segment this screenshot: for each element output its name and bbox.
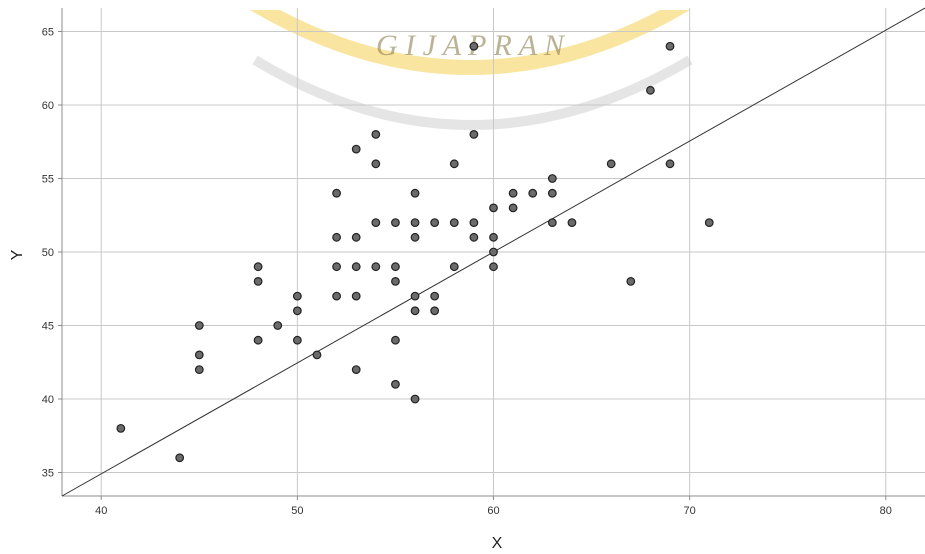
data-point [194, 365, 204, 374]
scatter-points [116, 41, 714, 463]
y-axis-title: Y [9, 249, 26, 260]
data-point [430, 291, 440, 301]
data-point [351, 144, 361, 154]
data-point [489, 247, 498, 257]
data-point [489, 232, 498, 242]
data-point [391, 276, 400, 286]
data-point [351, 365, 361, 374]
data-point [410, 291, 420, 301]
x-tick-label: 70 [684, 505, 696, 517]
data-point [351, 262, 361, 272]
y-tick-label: 65 [42, 27, 54, 39]
data-point [606, 159, 616, 169]
data-point [371, 218, 381, 228]
data-point [410, 306, 420, 316]
data-point [332, 262, 341, 272]
axes [58, 8, 925, 500]
x-tick-label: 80 [880, 505, 892, 517]
data-point [371, 159, 381, 169]
data-point [410, 218, 420, 228]
data-point [449, 262, 459, 272]
data-point [253, 262, 263, 272]
data-point [547, 174, 557, 183]
data-point [410, 394, 420, 404]
data-point [332, 232, 341, 242]
x-tick-label: 60 [487, 505, 499, 517]
data-point [665, 41, 675, 51]
data-point [273, 321, 283, 330]
data-point [547, 188, 557, 198]
tick-labels: 40 50 60 70 80 35 40 45 50 55 60 65 [42, 27, 892, 517]
data-point [391, 218, 400, 228]
data-point [332, 188, 341, 198]
data-point [292, 306, 302, 316]
data-point [410, 188, 420, 198]
data-point [253, 335, 263, 345]
y-tick-label: 35 [42, 467, 54, 479]
data-point [292, 291, 302, 301]
y-tick-label: 50 [42, 247, 54, 259]
data-point [351, 232, 361, 242]
data-point [469, 130, 479, 139]
data-point [469, 218, 479, 228]
data-point [175, 453, 185, 463]
data-point [469, 41, 479, 51]
data-point [194, 321, 204, 330]
y-tick-label: 55 [42, 174, 54, 186]
data-point [253, 276, 263, 286]
data-point [489, 262, 498, 272]
x-tick-label: 50 [291, 505, 303, 517]
data-point [292, 335, 302, 345]
data-point [528, 188, 538, 198]
data-point [508, 203, 518, 213]
data-point [704, 218, 714, 228]
data-point [391, 335, 400, 345]
data-point [351, 291, 361, 301]
data-point [547, 218, 557, 228]
data-point [391, 262, 400, 272]
data-point [449, 218, 459, 228]
watermark-logo: G I J A P R A N [250, 10, 693, 130]
x-tick-label: 40 [95, 505, 107, 517]
data-point [665, 159, 675, 169]
data-point [332, 291, 341, 301]
y-tick-label: 40 [42, 394, 54, 406]
data-point [469, 232, 479, 242]
data-point [626, 276, 636, 286]
data-point [567, 218, 577, 228]
y-tick-label: 45 [42, 320, 54, 332]
data-point [116, 423, 126, 433]
data-point [430, 218, 440, 228]
data-point [508, 188, 518, 198]
data-point [312, 350, 322, 360]
data-point [410, 232, 420, 242]
data-point [646, 85, 655, 95]
data-point [371, 130, 381, 139]
data-point [489, 203, 498, 213]
y-tick-label: 60 [42, 100, 54, 112]
data-point [391, 379, 400, 389]
data-point [194, 350, 204, 360]
data-point [371, 262, 381, 272]
x-axis-title: X [492, 535, 503, 552]
data-point [449, 159, 459, 169]
data-point [430, 306, 440, 316]
